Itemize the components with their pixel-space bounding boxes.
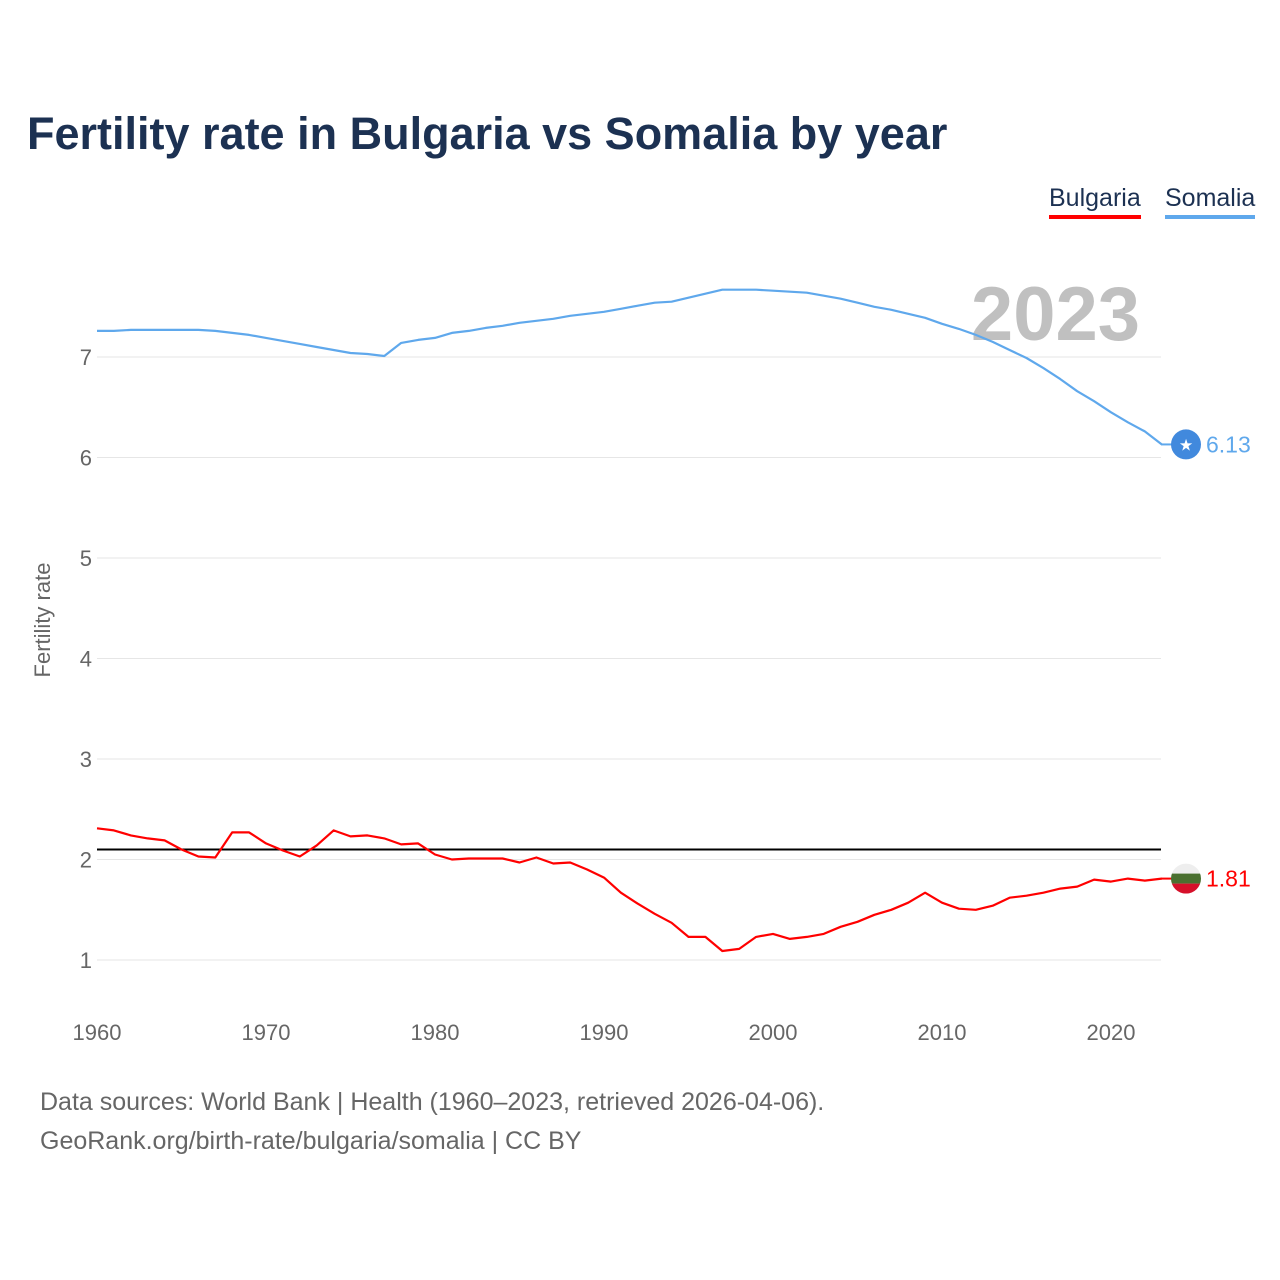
y-tick-label: 5 xyxy=(80,546,92,571)
bulgaria-flag-icon xyxy=(1171,863,1201,894)
star-icon: ★ xyxy=(1179,437,1193,454)
y-tick-label: 1 xyxy=(80,948,92,973)
series-line-somalia xyxy=(97,288,1163,446)
year-watermark: 2023 xyxy=(971,272,1140,357)
flag-stripe xyxy=(1171,863,1201,874)
x-tick-label: 1960 xyxy=(73,1020,122,1045)
x-tick-label: 1980 xyxy=(411,1020,460,1045)
footer-link[interactable]: GeoRank.org/birth-rate/bulgaria/somalia … xyxy=(40,1127,582,1155)
footer-sources: Data sources: World Bank | Health (1960–… xyxy=(40,1088,825,1116)
x-tick-label: 1990 xyxy=(580,1020,629,1045)
series-line-bulgaria xyxy=(96,827,1162,953)
y-axis-label: Fertility rate xyxy=(30,563,55,678)
legend-bulgaria[interactable]: Bulgaria xyxy=(1049,184,1141,219)
y-tick-label: 6 xyxy=(80,446,92,471)
y-tick-label: 3 xyxy=(80,747,92,772)
flag-stripe xyxy=(1171,873,1201,884)
x-tick-label: 1970 xyxy=(242,1020,291,1045)
legend-somalia[interactable]: Somalia xyxy=(1165,184,1256,219)
chart-title: Fertility rate in Bulgaria vs Somalia by… xyxy=(27,108,948,159)
y-tick-label: 4 xyxy=(80,647,92,672)
end-value-label-somalia: 6.13 xyxy=(1206,431,1251,457)
y-tick-label: 7 xyxy=(80,345,92,370)
y-tick-label: 2 xyxy=(80,848,92,873)
flag-stripe xyxy=(1171,883,1201,894)
somalia-flag-icon xyxy=(1171,429,1201,460)
x-tick-label: 2000 xyxy=(749,1020,798,1045)
x-tick-label: 2020 xyxy=(1087,1020,1136,1045)
x-tick-label: 2010 xyxy=(918,1020,967,1045)
end-value-label-bulgaria: 1.81 xyxy=(1206,866,1251,892)
